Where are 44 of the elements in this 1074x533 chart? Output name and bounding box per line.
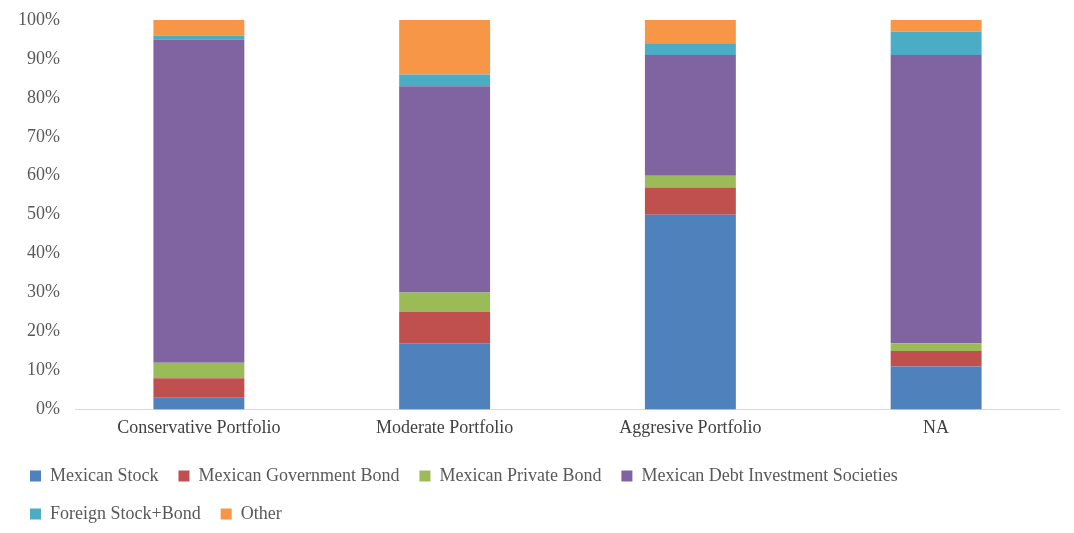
legend-label: Mexican Debt Investment Societies — [641, 464, 898, 485]
bar — [153, 20, 245, 36]
bar — [399, 292, 491, 313]
bar — [153, 362, 245, 379]
bar — [890, 366, 982, 410]
y-tick-label: 30% — [26, 281, 60, 302]
bar — [399, 86, 491, 293]
bar — [399, 74, 491, 87]
bar — [153, 397, 245, 410]
legend-label: Mexican Private Bond — [439, 464, 602, 485]
y-tick-label: 60% — [26, 164, 60, 185]
bar — [644, 175, 736, 188]
legend-label: Mexican Government Bond — [198, 464, 400, 485]
legend-label: Foreign Stock+Bond — [50, 502, 201, 523]
y-tick-label: 40% — [26, 242, 60, 263]
bar — [399, 312, 491, 344]
y-tick-label: 50% — [26, 203, 60, 224]
legend-label: Other — [240, 502, 282, 523]
bar — [890, 20, 982, 32]
y-tick-label: 90% — [26, 47, 60, 68]
y-tick-label: 70% — [26, 125, 60, 146]
bar — [644, 214, 736, 410]
bar — [153, 39, 245, 363]
bar — [890, 350, 982, 367]
x-tick-label: Aggresive Portfolio — [619, 416, 762, 437]
bar — [644, 187, 736, 215]
bar — [890, 55, 982, 344]
bar — [399, 20, 491, 75]
bar — [399, 343, 491, 410]
bar — [890, 31, 982, 56]
y-tick-label: 100% — [17, 8, 60, 29]
y-tick-label: 20% — [26, 320, 60, 341]
y-tick-label: 10% — [26, 359, 60, 380]
legend-label: Mexican Stock — [50, 464, 159, 485]
x-tick-label: NA — [923, 416, 950, 437]
y-tick-label: 80% — [26, 86, 60, 107]
x-tick-label: Moderate Portfolio — [375, 416, 514, 437]
bar — [153, 378, 245, 398]
bar — [644, 55, 736, 176]
bar — [890, 343, 982, 351]
bar — [644, 43, 736, 56]
y-tick-label: 0% — [35, 398, 60, 419]
bar — [644, 20, 736, 44]
x-tick-label: Conservative Portfolio — [117, 416, 281, 437]
